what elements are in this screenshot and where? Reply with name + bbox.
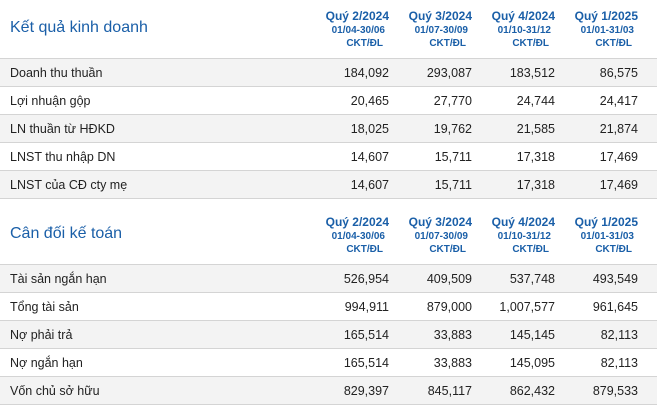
- business-results-header: Kết quả kinh doanh Quý 2/2024 01/04-30/0…: [0, 0, 657, 59]
- period-unit: CKT/ĐL: [429, 244, 466, 255]
- row-value: 15,711: [434, 177, 472, 192]
- row-value: 145,095: [509, 355, 555, 370]
- period-unit: CKT/ĐL: [346, 244, 383, 255]
- period-header: Quý 2/2024 01/04-30/06 CKT/ĐL: [314, 0, 397, 58]
- table-row: Doanh thu thuần 184,092 293,087 183,512 …: [0, 59, 657, 87]
- row-value: 82,113: [600, 355, 638, 370]
- row-value: 19,762: [433, 121, 472, 136]
- period-quarter[interactable]: Quý 2/2024: [325, 9, 389, 23]
- period-range: 01/01-31/03: [580, 231, 634, 242]
- row-label: Vốn chủ sở hữu: [10, 383, 100, 398]
- row-label: Doanh thu thuần: [10, 65, 103, 80]
- row-value: 537,748: [509, 271, 555, 286]
- section-spacer: [0, 199, 657, 206]
- period-unit: CKT/ĐL: [429, 38, 466, 49]
- period-unit: CKT/ĐL: [595, 38, 632, 49]
- row-label: Lợi nhuận gộp: [10, 93, 91, 108]
- row-value: 15,711: [434, 149, 472, 164]
- row-value: 493,549: [592, 271, 638, 286]
- balance-sheet-title[interactable]: Cân đối kế toán: [10, 225, 123, 242]
- period-quarter[interactable]: Quý 4/2024: [491, 9, 555, 23]
- table-row: Vốn chủ sở hữu 829,397 845,117 862,432 8…: [0, 377, 657, 405]
- table-row: LN thuần từ HĐKD 18,025 19,762 21,585 21…: [0, 115, 657, 143]
- business-results-section: Kết quả kinh doanh Quý 2/2024 01/04-30/0…: [0, 0, 657, 199]
- table-row: Tổng tài sản 994,911 879,000 1,007,577 9…: [0, 293, 657, 321]
- period-range: 01/07-30/09: [414, 25, 468, 36]
- row-value: 14,607: [350, 149, 389, 164]
- row-value: 24,417: [599, 93, 638, 108]
- row-label: LNST thu nhập DN: [10, 149, 116, 164]
- period-range: 01/01-31/03: [580, 25, 634, 36]
- row-label: Nợ ngắn hạn: [10, 355, 83, 370]
- business-results-title[interactable]: Kết quả kinh doanh: [10, 19, 148, 36]
- table-row: Tài sản ngắn hạn 526,954 409,509 537,748…: [0, 265, 657, 293]
- period-header: Quý 4/2024 01/10-31/12 CKT/ĐL: [480, 206, 563, 264]
- period-header: Quý 3/2024 01/07-30/09 CKT/ĐL: [397, 0, 480, 58]
- row-value: 17,318: [516, 149, 555, 164]
- period-range: 01/10-31/12: [497, 231, 551, 242]
- row-value: 17,318: [516, 177, 555, 192]
- row-value: 33,883: [433, 327, 472, 342]
- row-value: 165,514: [343, 327, 389, 342]
- period-unit: CKT/ĐL: [346, 38, 383, 49]
- row-label: Tài sản ngắn hạn: [10, 271, 107, 286]
- period-unit: CKT/ĐL: [512, 244, 549, 255]
- row-value: 24,744: [516, 93, 555, 108]
- row-value: 14,607: [350, 177, 389, 192]
- row-value: 829,397: [343, 383, 389, 398]
- row-label: LNST của CĐ cty mẹ: [10, 177, 128, 192]
- row-label: Nợ phải trả: [10, 327, 73, 342]
- row-value: 862,432: [509, 383, 555, 398]
- row-value: 33,883: [433, 355, 472, 370]
- period-range: 01/04-30/06: [331, 25, 385, 36]
- row-value: 82,113: [600, 327, 638, 342]
- row-value: 27,770: [433, 93, 472, 108]
- row-value: 20,465: [350, 93, 389, 108]
- period-range: 01/10-31/12: [497, 25, 551, 36]
- row-value: 86,575: [599, 65, 638, 80]
- period-unit: CKT/ĐL: [512, 38, 549, 49]
- row-value: 21,874: [599, 121, 638, 136]
- table-row: LNST thu nhập DN 14,607 15,711 17,318 17…: [0, 143, 657, 171]
- table-row: Lợi nhuận gộp 20,465 27,770 24,744 24,41…: [0, 87, 657, 115]
- row-value: 184,092: [343, 65, 389, 80]
- period-quarter[interactable]: Quý 1/2025: [574, 215, 638, 229]
- period-range: 01/07-30/09: [414, 231, 468, 242]
- row-value: 879,533: [592, 383, 638, 398]
- table-row: Nợ ngắn hạn 165,514 33,883 145,095 82,11…: [0, 349, 657, 377]
- period-header: Quý 1/2025 01/01-31/03 CKT/ĐL: [563, 0, 646, 58]
- row-value: 17,469: [599, 149, 638, 164]
- period-unit: CKT/ĐL: [595, 244, 632, 255]
- balance-sheet-header: Cân đối kế toán Quý 2/2024 01/04-30/06 C…: [0, 206, 657, 265]
- row-value: 845,117: [427, 383, 472, 398]
- period-quarter[interactable]: Quý 3/2024: [408, 215, 472, 229]
- row-value: 183,512: [509, 65, 555, 80]
- row-value: 879,000: [426, 299, 472, 314]
- row-label: LN thuần từ HĐKD: [10, 121, 115, 136]
- table-row: LNST của CĐ cty mẹ 14,607 15,711 17,318 …: [0, 171, 657, 199]
- row-value: 961,645: [592, 299, 638, 314]
- period-quarter[interactable]: Quý 3/2024: [408, 9, 472, 23]
- table-row: Nợ phải trả 165,514 33,883 145,145 82,11…: [0, 321, 657, 349]
- period-quarter[interactable]: Quý 4/2024: [491, 215, 555, 229]
- row-value: 17,469: [599, 177, 638, 192]
- period-quarter[interactable]: Quý 2/2024: [325, 215, 389, 229]
- period-range: 01/04-30/06: [331, 231, 385, 242]
- period-header: Quý 1/2025 01/01-31/03 CKT/ĐL: [563, 206, 646, 264]
- row-value: 1,007,577: [499, 299, 555, 314]
- period-quarter[interactable]: Quý 1/2025: [574, 9, 638, 23]
- row-value: 18,025: [350, 121, 389, 136]
- period-header: Quý 3/2024 01/07-30/09 CKT/ĐL: [397, 206, 480, 264]
- row-value: 526,954: [343, 271, 389, 286]
- row-value: 165,514: [343, 355, 389, 370]
- row-value: 293,087: [426, 65, 472, 80]
- balance-sheet-section: Cân đối kế toán Quý 2/2024 01/04-30/06 C…: [0, 206, 657, 405]
- row-value: 994,911: [344, 299, 389, 314]
- row-value: 145,145: [509, 327, 555, 342]
- period-header: Quý 4/2024 01/10-31/12 CKT/ĐL: [480, 0, 563, 58]
- period-header: Quý 2/2024 01/04-30/06 CKT/ĐL: [314, 206, 397, 264]
- row-value: 409,509: [426, 271, 472, 286]
- row-label: Tổng tài sản: [10, 299, 79, 314]
- row-value: 21,585: [516, 121, 555, 136]
